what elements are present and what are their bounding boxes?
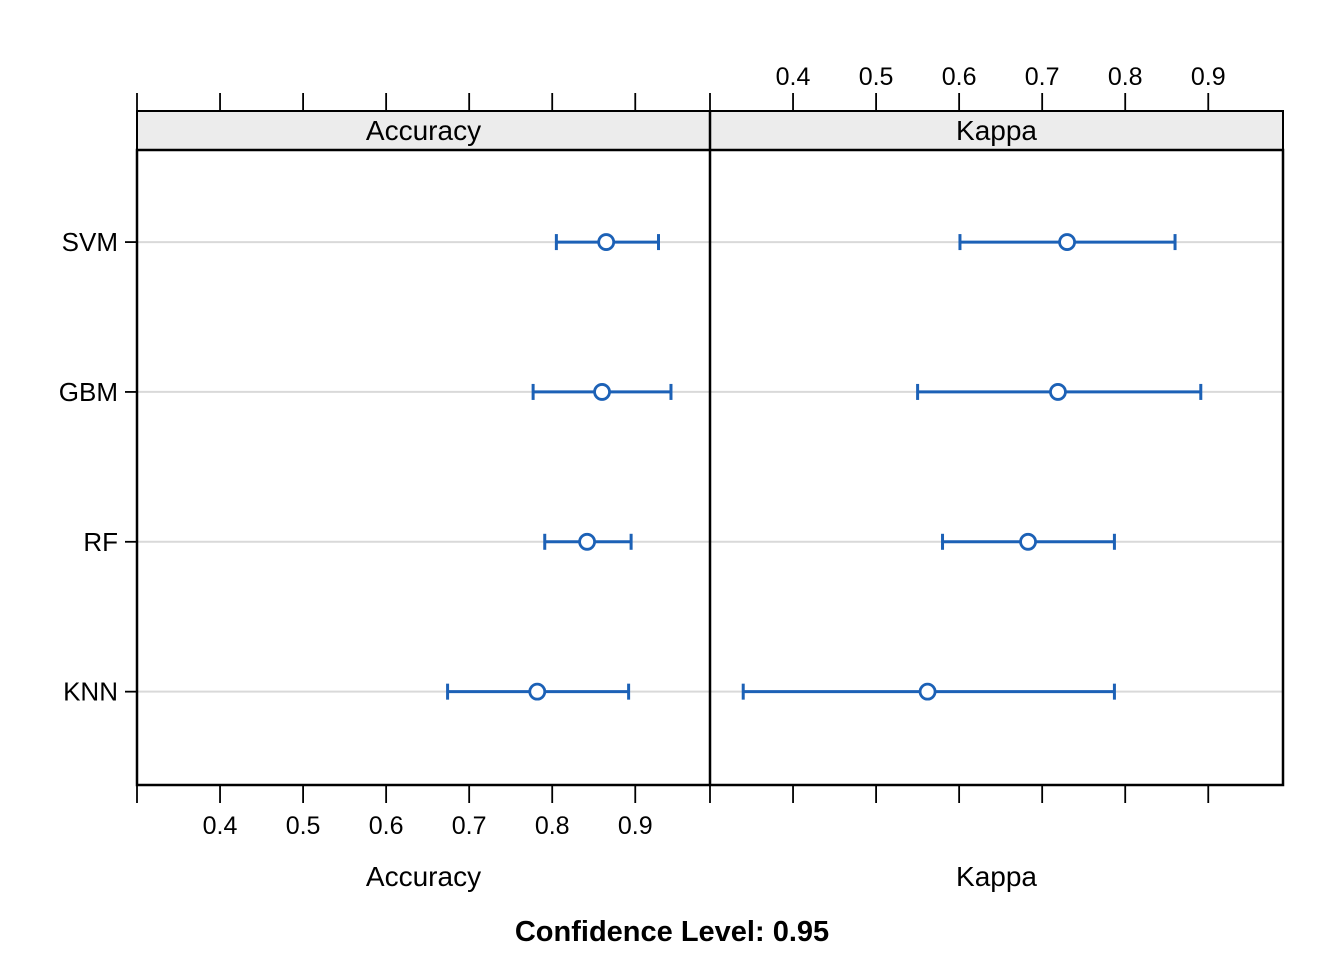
x-tick-label: 0.4 — [203, 812, 238, 840]
y-axis-label-rf: RF — [83, 527, 118, 557]
x-tick-label: 0.9 — [618, 812, 653, 840]
x-tick-label: 0.7 — [452, 812, 487, 840]
y-axis-label-svm: SVM — [62, 227, 118, 257]
mean-point-accuracy-knn — [528, 682, 547, 701]
mean-point-kappa-knn — [918, 682, 937, 701]
x-tick-label: 0.6 — [942, 63, 977, 91]
mean-point-kappa-gbm — [1049, 383, 1067, 401]
x-tick-label: 0.7 — [1025, 63, 1060, 91]
x-axis-title-accuracy: Accuracy — [365, 861, 482, 892]
mean-point-accuracy-rf — [578, 532, 596, 551]
y-axis-label-gbm: GBM — [59, 377, 118, 407]
x-tick-label: 0.6 — [369, 812, 404, 840]
x-tick-label: 0.8 — [535, 812, 570, 840]
mean-point-accuracy-gbm — [593, 383, 611, 401]
x-axis-title-kappa: Kappa — [956, 861, 1037, 892]
mean-point-kappa-rf — [1019, 532, 1037, 551]
mean-point-accuracy-svm — [597, 233, 616, 251]
x-tick-label: 0.9 — [1191, 63, 1226, 91]
x-tick-label: 0.5 — [286, 812, 321, 840]
y-axis-label-knn: KNN — [63, 677, 118, 707]
x-tick-label: 0.5 — [859, 63, 894, 91]
confidence-level-caption: Confidence Level: 0.95 — [514, 916, 830, 948]
x-tick-label: 0.8 — [1108, 63, 1143, 91]
x-tick-label: 0.4 — [776, 63, 811, 91]
mean-point-kappa-svm — [1058, 233, 1076, 251]
